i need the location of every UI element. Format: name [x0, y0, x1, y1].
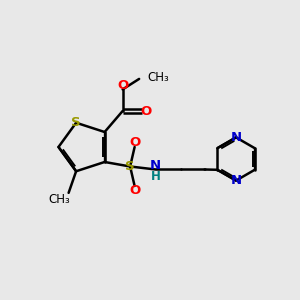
Text: H: H — [151, 170, 160, 184]
Text: S: S — [125, 160, 135, 173]
Text: O: O — [129, 184, 140, 197]
Text: S: S — [71, 116, 81, 129]
Text: CH₃: CH₃ — [148, 71, 169, 84]
Text: N: N — [230, 131, 242, 144]
Text: N: N — [150, 159, 161, 172]
Text: CH₃: CH₃ — [49, 193, 70, 206]
Text: N: N — [230, 174, 242, 187]
Text: O: O — [117, 79, 128, 92]
Text: O: O — [140, 104, 152, 118]
Text: O: O — [129, 136, 140, 149]
